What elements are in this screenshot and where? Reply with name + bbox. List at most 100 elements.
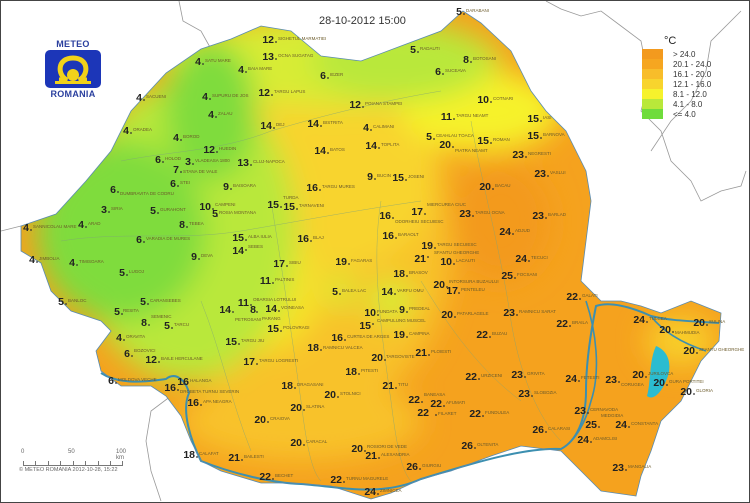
station-temperature: 26 [461, 440, 473, 452]
station: 5 DARABANI [456, 6, 489, 18]
legend-label: <= 4.0 [673, 109, 696, 119]
station-marker [256, 363, 258, 365]
station-name: TURDA [283, 195, 299, 200]
station-name: HUEDIN [219, 146, 236, 151]
station-marker [192, 163, 194, 165]
station-marker [458, 292, 460, 294]
legend-swatch [642, 69, 663, 79]
station-name: FETESTI [581, 375, 600, 380]
station-marker [514, 277, 516, 279]
station: 19 CAMPINA [393, 329, 429, 341]
station: 8 SEMENIC [141, 314, 172, 329]
station-marker [126, 274, 128, 276]
station-marker [348, 263, 350, 265]
station-marker [516, 314, 518, 316]
station-marker [478, 378, 480, 380]
station-temperature: 15 [267, 199, 279, 211]
station-marker [296, 208, 298, 210]
station-name: DEVA [201, 253, 213, 258]
scale-label-0: 0 [21, 449, 25, 455]
station-temperature: 22 [566, 291, 578, 303]
station-temperature: 17 [243, 356, 255, 368]
station: 6 SUCEAVA [435, 66, 466, 78]
station-marker [238, 343, 240, 345]
station-temperature: 16 [177, 376, 189, 388]
station: 20 JURILOVCA [632, 369, 673, 381]
station-temperature: 4 [29, 254, 35, 266]
station-name: OLTENITA [477, 442, 498, 447]
legend-item: 12.1 - 16.0 [642, 79, 711, 89]
legend-label: 20.1 - 24.0 [673, 59, 712, 69]
station: 15 TARNAVENI [283, 201, 324, 213]
rivers [60, 90, 562, 482]
legend-swatch [642, 89, 663, 99]
station: 12 BAILE HERCULANE [145, 354, 202, 366]
station-marker [472, 215, 474, 217]
station-temperature: 18 [183, 449, 195, 461]
station: 21 BAILESTI [228, 452, 263, 464]
station-temperature: 12 [262, 34, 274, 46]
legend-label: 4.1 - 8.0 [673, 99, 703, 109]
station-name: TURNU MAGURELE [346, 476, 388, 481]
station-name: BAIA MARE [248, 66, 272, 71]
station: 21 ALEXANDRIA [365, 450, 409, 462]
station-name: FUNDULEA [485, 410, 509, 415]
station-name: POLOVRAGI [283, 325, 310, 330]
station-marker [578, 380, 580, 382]
station-marker [117, 191, 119, 193]
station: 5 CARANSEBES [140, 296, 181, 308]
station: 22 BUZAU [476, 329, 507, 341]
station-marker [693, 393, 695, 395]
station-temperature: 22 [465, 371, 477, 383]
legend-item: 8.1 - 12.0 [642, 89, 711, 99]
station-name: GALATI [582, 293, 598, 298]
station-marker [453, 118, 455, 120]
station-name: BANEASA [424, 392, 445, 397]
station-name: CLUJ-NAPOCA [253, 159, 285, 164]
station-temperature: 17 [273, 258, 285, 270]
station-name: TOPLITA [381, 142, 399, 147]
station-temperature: 21 [414, 253, 426, 265]
station-name: HALANGA [190, 378, 212, 383]
station-name: BLAJ [313, 235, 324, 240]
station-name: STOLNICI [340, 391, 361, 396]
station: 5 LUGOJ [119, 267, 144, 279]
station-name: BISTRITA [323, 120, 343, 125]
station-marker [482, 415, 484, 417]
station-temperature: 20 [653, 377, 665, 389]
station: 4 ARAD [78, 219, 101, 231]
station-name: CEAHLAU TOACA [436, 133, 474, 138]
station: 22 URZICENI [465, 371, 502, 383]
station-temperature: 14 [219, 304, 231, 316]
station-marker [275, 58, 277, 60]
station-marker [267, 421, 269, 423]
station: 21 TITU [382, 380, 408, 392]
station-temperature: 20 [371, 352, 383, 364]
station: 24 FETESTI [565, 373, 599, 385]
station-name: BOROD [183, 134, 200, 139]
station: 23 VASLUI [534, 168, 565, 180]
station: 18 BRASOV [393, 268, 427, 280]
station-temperature: 5 [332, 286, 338, 298]
station-marker [319, 189, 321, 191]
station-temperature: 16 [187, 397, 199, 409]
station: 15 ROMAN [477, 135, 509, 147]
station: 12 POIANA STAMPEI [349, 99, 402, 111]
station-temperature: 6 [435, 66, 441, 78]
station-marker [545, 217, 547, 219]
station-marker [272, 478, 274, 480]
station-name: PALTINIS [275, 277, 294, 282]
station-marker [180, 171, 182, 173]
station-marker [162, 161, 164, 163]
station: 18 CALAFAT [183, 449, 219, 461]
station-marker [452, 146, 454, 148]
logo-bottom-text: ROMANIA [50, 89, 96, 99]
station-marker [531, 395, 533, 397]
station: 15 TARGU JIU [225, 336, 264, 348]
station-marker [200, 404, 202, 406]
station-marker [406, 336, 408, 338]
station-marker [528, 260, 530, 262]
station-temperature: 16 [306, 182, 318, 194]
station-temperature: 24 [499, 226, 511, 238]
station-marker [434, 247, 436, 249]
